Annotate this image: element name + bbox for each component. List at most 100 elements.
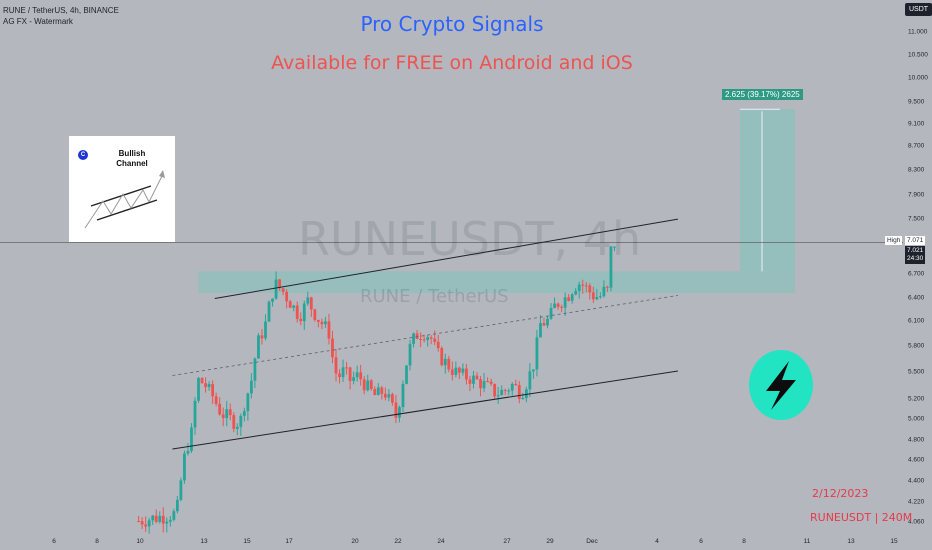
candle-body[interactable] xyxy=(415,333,419,339)
candle-body[interactable] xyxy=(394,402,398,418)
candle-body[interactable] xyxy=(228,409,232,416)
candle-body[interactable] xyxy=(257,335,260,359)
candle-body[interactable] xyxy=(457,367,461,373)
candle-body[interactable] xyxy=(239,415,243,427)
candle-body[interactable] xyxy=(461,368,465,373)
candle-body[interactable] xyxy=(443,358,447,366)
candle-body[interactable] xyxy=(436,341,440,349)
resistance-zone[interactable] xyxy=(198,271,795,293)
symbol-header[interactable]: RUNE / TetherUS, 4h, BINANCE xyxy=(3,6,119,15)
candle-body[interactable] xyxy=(391,394,394,403)
candle-body[interactable] xyxy=(172,511,176,520)
candle-body[interactable] xyxy=(412,333,415,344)
candle-body[interactable] xyxy=(218,403,222,415)
candle-body[interactable] xyxy=(380,387,384,394)
candle-body[interactable] xyxy=(373,389,377,396)
candle-body[interactable] xyxy=(200,378,204,384)
candle-body[interactable] xyxy=(250,380,253,394)
candle-body[interactable] xyxy=(320,321,324,325)
candle-body[interactable] xyxy=(345,367,348,369)
candle-body[interactable] xyxy=(348,367,352,381)
candle-body[interactable] xyxy=(606,286,609,288)
candle-body[interactable] xyxy=(260,335,264,339)
candle-body[interactable] xyxy=(450,369,454,375)
candle-body[interactable] xyxy=(154,515,158,522)
candle-body[interactable] xyxy=(465,368,468,380)
candle-body[interactable] xyxy=(563,297,567,308)
candle-body[interactable] xyxy=(429,337,433,339)
candle-body[interactable] xyxy=(331,338,334,358)
channel-lower-line[interactable] xyxy=(172,370,679,450)
candle-body[interactable] xyxy=(338,373,341,378)
candle-body[interactable] xyxy=(359,372,363,380)
candle-body[interactable] xyxy=(419,338,422,340)
candle-body[interactable] xyxy=(405,365,408,384)
candle-body[interactable] xyxy=(309,297,313,310)
candle-body[interactable] xyxy=(274,279,278,299)
candle-body[interactable] xyxy=(609,246,613,288)
candle-body[interactable] xyxy=(281,288,285,292)
candle-body[interactable] xyxy=(546,318,549,326)
currency-button[interactable]: USDT xyxy=(905,3,932,16)
candle-body[interactable] xyxy=(295,305,299,319)
candle-body[interactable] xyxy=(193,400,197,428)
candle-body[interactable] xyxy=(535,337,539,370)
candle-body[interactable] xyxy=(246,393,250,412)
candle-body[interactable] xyxy=(383,393,387,398)
candle-body[interactable] xyxy=(401,383,405,408)
candle-body[interactable] xyxy=(285,291,289,302)
candle-body[interactable] xyxy=(179,480,183,500)
candle-body[interactable] xyxy=(510,383,514,391)
candle-body[interactable] xyxy=(521,398,525,400)
candle-body[interactable] xyxy=(479,379,482,389)
candle-body[interactable] xyxy=(366,380,370,391)
candle-body[interactable] xyxy=(225,409,229,419)
candle-body[interactable] xyxy=(267,301,271,322)
candle-body[interactable] xyxy=(324,321,327,325)
candle-body[interactable] xyxy=(137,521,140,522)
candle-body[interactable] xyxy=(602,286,606,297)
candle-body[interactable] xyxy=(440,348,444,366)
candle-body[interactable] xyxy=(542,323,546,326)
candle-body[interactable] xyxy=(302,303,306,322)
candle-body[interactable] xyxy=(327,321,331,339)
candle-body[interactable] xyxy=(426,337,430,340)
candle-body[interactable] xyxy=(211,384,215,397)
indicator-label[interactable]: AG FX - Watermark xyxy=(3,17,73,26)
candle-body[interactable] xyxy=(341,367,345,378)
candle-body[interactable] xyxy=(472,375,475,384)
candle-body[interactable] xyxy=(299,318,303,322)
candle-body[interactable] xyxy=(186,450,190,454)
candle-body[interactable] xyxy=(560,306,563,308)
candle-body[interactable] xyxy=(190,427,193,451)
candle-body[interactable] xyxy=(214,396,218,404)
candle-body[interactable] xyxy=(549,308,553,319)
candle-body[interactable] xyxy=(168,519,172,522)
candle-body[interactable] xyxy=(175,499,179,512)
candle-body[interactable] xyxy=(376,387,380,396)
candle-body[interactable] xyxy=(489,381,493,384)
candle-body[interactable] xyxy=(387,394,391,398)
candle-body[interactable] xyxy=(514,383,518,386)
candle-body[interactable] xyxy=(532,369,535,372)
candle-body[interactable] xyxy=(253,358,257,381)
candle-body[interactable] xyxy=(539,323,542,338)
candle-body[interactable] xyxy=(581,284,585,286)
candle-body[interactable] xyxy=(288,301,292,308)
candle-body[interactable] xyxy=(493,383,497,397)
candle-body[interactable] xyxy=(161,515,165,524)
candle-body[interactable] xyxy=(232,415,236,429)
candle-body[interactable] xyxy=(197,378,200,401)
candle-body[interactable] xyxy=(221,414,225,419)
candle-body[interactable] xyxy=(362,379,366,391)
candle-body[interactable] xyxy=(613,246,616,248)
candle-body[interactable] xyxy=(140,521,144,525)
candle-body[interactable] xyxy=(408,343,412,366)
candle-body[interactable] xyxy=(574,290,578,295)
target-box[interactable] xyxy=(740,109,795,272)
candle-body[interactable] xyxy=(595,296,599,300)
candle-body[interactable] xyxy=(500,389,504,396)
candle-body[interactable] xyxy=(147,520,151,527)
channel-mid-line[interactable] xyxy=(172,295,678,376)
